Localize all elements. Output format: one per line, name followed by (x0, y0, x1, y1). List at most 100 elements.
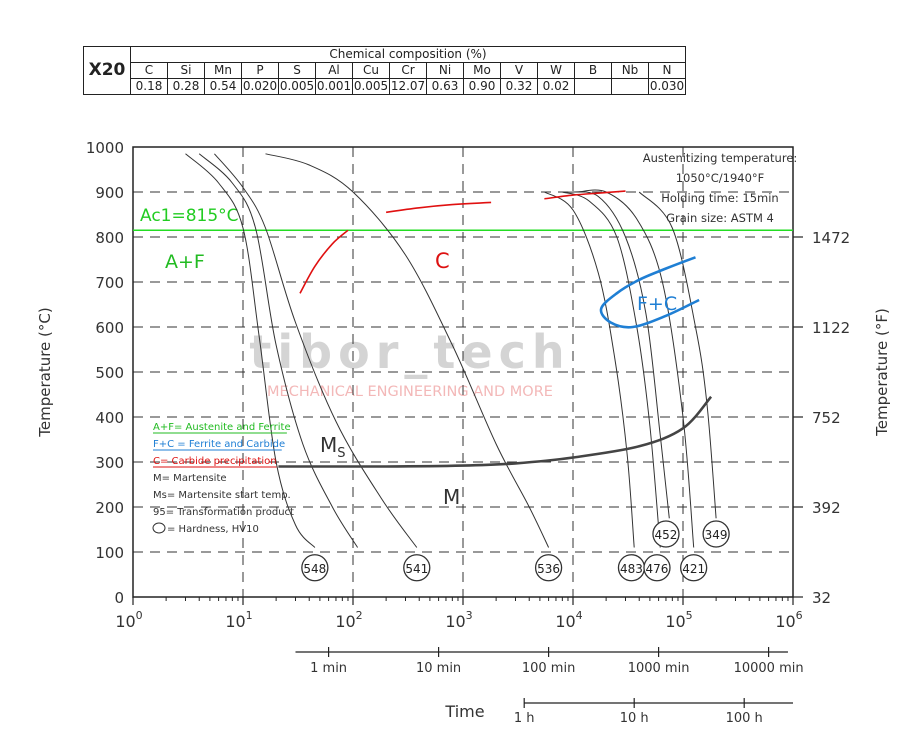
watermark-logo: tibor_tech (249, 325, 570, 379)
x-tick-label: 101 (225, 609, 252, 631)
legend-hardness-symbol (152, 522, 166, 534)
y-right-tick-label: 752 (812, 409, 841, 427)
y-tick-label: 400 (95, 409, 124, 427)
y-axis-title: Temperature (°C) (36, 307, 54, 437)
y-right-tick-label: 1472 (812, 229, 850, 247)
cooling-curve-1 (185, 153, 316, 548)
legend-item: F+C = Ferrite and Carbide (153, 439, 285, 450)
value-n: 0.030 (648, 78, 686, 95)
value-c: 0.18 (130, 78, 168, 95)
region-label-c: C (435, 249, 450, 273)
value-si: 0.28 (167, 78, 205, 95)
value-p: 0.020 (241, 78, 279, 95)
legend-item: Ms= Martensite start temp. (153, 490, 291, 501)
carbide-curve-3 (544, 190, 626, 200)
ac1-label: Ac1=815°C (140, 206, 239, 226)
cooling-curve-2 (198, 153, 359, 548)
watermark: tibor_tech MECHANICAL ENGINEERING AND MOR… (249, 325, 570, 400)
y-tick-label: 100 (95, 544, 124, 562)
info-line: Austenitizing temperature: (643, 151, 798, 165)
y-tick-label: 600 (95, 319, 124, 337)
y-tick-label: 700 (95, 274, 124, 292)
composition-table: X20 Chemical composition (%) C Si Mn P S Al Cu… (83, 46, 686, 95)
composition-header: Chemical composition (%) (130, 46, 686, 63)
cooling-curve-8 (577, 189, 695, 548)
value-cu: 0.005 (352, 78, 390, 95)
value-cr: 12.07 (389, 78, 427, 95)
y-tick-label: 1000 (86, 139, 124, 157)
x-tick-label: 102 (335, 609, 362, 631)
value-ni: 0.63 (426, 78, 464, 95)
hardness-circle (534, 554, 563, 582)
cooling-curve-7 (567, 191, 670, 519)
value-al: 0.001 (315, 78, 353, 95)
minute-tick-label: 10000 min (734, 661, 804, 676)
watermark-subtitle: MECHANICAL ENGINEERING AND MORE (267, 384, 553, 400)
y-axis-title-right: Temperature (°F) (873, 308, 891, 437)
value-v: 0.32 (500, 78, 538, 95)
x-tick-label: 104 (555, 609, 582, 631)
minute-tick-label: 10 min (416, 661, 461, 676)
hour-tick-label: 100 h (726, 711, 763, 726)
legend-item: A+F= Austenite and Ferrite (153, 422, 291, 433)
region-label-m: M (443, 485, 460, 509)
carbide-curve-2 (385, 201, 492, 214)
y-right-tick-label: 1122 (812, 319, 850, 337)
x-tick-label: 106 (775, 609, 802, 631)
hardness-circle (301, 554, 329, 582)
hardness-value: 536 (537, 562, 560, 576)
hardness-marker: 541 (403, 554, 431, 582)
value-row: 0.18 0.28 0.54 0.020 0.005 0.001 0.005 12.07 0.6… (84, 78, 686, 95)
hardness-marker: 476 (643, 554, 671, 582)
y-right-tick-label: 392 (812, 499, 841, 517)
cooling-curve-9 (638, 191, 717, 519)
value-mn: 0.54 (204, 78, 242, 95)
legend-item: M= Martensite (153, 473, 227, 484)
y-tick-label: 900 (95, 184, 124, 202)
minute-tick-label: 1000 min (628, 661, 690, 676)
hardness-value: 548 (303, 562, 326, 576)
cooling-curve-6 (562, 191, 661, 548)
info-line: Holding time: 15min (661, 191, 778, 205)
cooling-curve-5 (544, 191, 635, 548)
hardness-marker: 536 (534, 554, 563, 582)
hardness-marker: 452 (652, 520, 680, 548)
hardness-marker: 548 (301, 554, 329, 582)
minute-tick-label: 100 min (522, 661, 575, 676)
hardness-value: 483 (620, 562, 643, 576)
hour-tick-label: 1 h (514, 711, 535, 726)
region-label-ms: MS (320, 433, 346, 461)
x-axis-title: Time (444, 702, 484, 721)
hardness-value: 476 (646, 562, 669, 576)
cooling-curve-4 (265, 153, 550, 548)
value-w: 0.02 (537, 78, 575, 95)
y-tick-label: 300 (95, 454, 124, 472)
ms-curve (278, 395, 713, 468)
y-tick-label: 0 (114, 589, 124, 607)
legend-item: 95= Transformation product (153, 507, 294, 518)
hardness-marker: 349 (702, 520, 730, 548)
value-s: 0.005 (278, 78, 316, 95)
hardness-marker: 421 (680, 554, 708, 582)
hardness-circle (680, 554, 708, 582)
steel-grade: X20 (83, 46, 131, 95)
value-mo: 0.90 (463, 78, 501, 95)
region-label-af: A+F (165, 251, 205, 273)
region-label-fc: F+C (637, 293, 677, 315)
legend-item: = Hardness, HV10 (167, 524, 259, 535)
hardness-circle (403, 554, 431, 582)
y-right-tick-label: 32 (812, 589, 831, 607)
minute-tick-label: 1 min (310, 661, 347, 676)
hardness-circle (643, 554, 671, 582)
y-tick-label: 200 (95, 499, 124, 517)
legend-item: C= Carbide precipitation (153, 456, 277, 467)
cooling-curve-3 (214, 153, 418, 548)
x-tick-label: 100 (115, 609, 142, 631)
carbide-curve-1 (299, 229, 349, 294)
y-tick-label: 800 (95, 229, 124, 247)
hardness-marker: 483 (617, 554, 646, 582)
hardness-circle (702, 520, 730, 548)
x-tick-label: 105 (665, 609, 692, 631)
info-line: 1050°C/1940°F (676, 171, 765, 185)
